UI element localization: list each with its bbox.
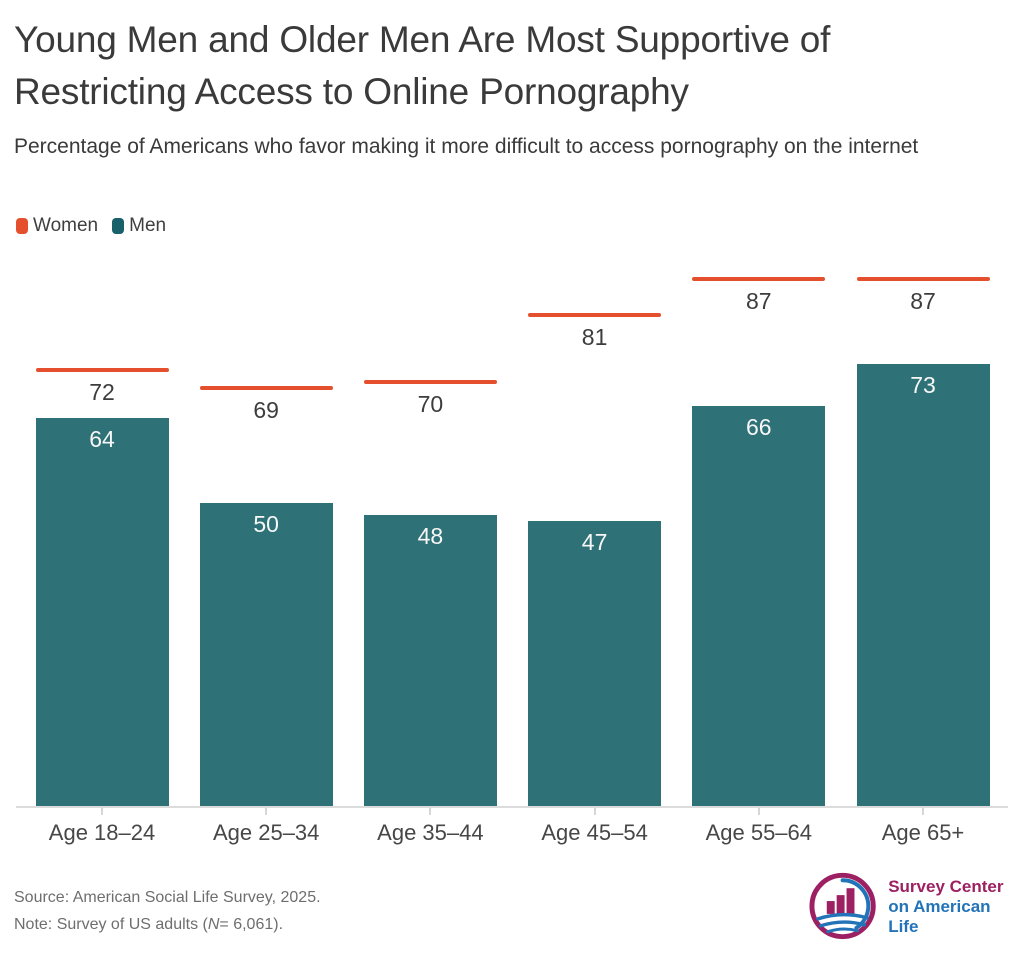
men-value-label: 50 bbox=[253, 511, 279, 537]
men-bar bbox=[692, 406, 826, 806]
women-value-label: 87 bbox=[746, 288, 772, 314]
logo-line1: Survey Center bbox=[888, 877, 1004, 896]
x-axis-label: Age 55–64 bbox=[705, 820, 813, 845]
x-axis-tick bbox=[429, 808, 432, 815]
legend-label-women: Women bbox=[33, 215, 99, 236]
logo: Survey Center on American Life bbox=[806, 869, 1024, 943]
note-text: Note: Survey of US adults (N= 6,061). bbox=[14, 916, 284, 933]
logo-line2: on American Life bbox=[888, 897, 991, 936]
men-bar bbox=[856, 364, 990, 806]
women-range-line bbox=[856, 277, 990, 281]
legend-item-men: Men bbox=[112, 215, 166, 237]
men-bar bbox=[528, 521, 662, 806]
women-value-label: 70 bbox=[417, 391, 444, 417]
chart-subtitle: Percentage of Americans who favor making… bbox=[14, 135, 919, 158]
x-axis-label: Age 18–24 bbox=[48, 820, 156, 845]
x-axis-line bbox=[16, 806, 1008, 808]
men-swatch-icon bbox=[112, 218, 125, 234]
women-value-label: 87 bbox=[910, 288, 936, 314]
x-axis-label: Age 45–54 bbox=[541, 820, 648, 845]
women-range-line bbox=[363, 380, 497, 384]
women-value-label: 69 bbox=[253, 397, 279, 423]
footer: Source: American Social Life Survey, 202… bbox=[14, 884, 321, 938]
women-value-label: 81 bbox=[581, 324, 608, 350]
women-range-line bbox=[35, 368, 169, 372]
x-axis-tick bbox=[757, 808, 760, 815]
chart-title: Young Men and Older Men Are Most Support… bbox=[14, 19, 831, 112]
x-axis-tick bbox=[265, 808, 268, 815]
logo-text: Survey Center on American Life bbox=[888, 877, 1024, 937]
x-axis-tick bbox=[593, 808, 596, 815]
x-axis-label: Age 25–34 bbox=[212, 820, 320, 845]
women-range-line bbox=[199, 386, 333, 390]
men-value-label: 47 bbox=[581, 529, 608, 555]
survey-center-logo-icon bbox=[809, 872, 876, 940]
men-value-label: 73 bbox=[910, 372, 936, 398]
women-range-line bbox=[528, 313, 662, 317]
x-axis-label: Age 65+ bbox=[881, 820, 965, 845]
men-bar bbox=[363, 515, 497, 806]
x-axis-tick bbox=[922, 808, 924, 815]
plot-area: 64 72 Age 18–24 50 69 Age 25–34 48 70 Age 35–44 4… bbox=[0, 200, 1024, 880]
women-value-label: 72 bbox=[89, 379, 115, 405]
legend: Women Men bbox=[16, 215, 166, 237]
x-axis-tick bbox=[101, 808, 103, 815]
men-bar bbox=[35, 418, 169, 806]
men-value-label: 48 bbox=[417, 523, 444, 549]
men-value-label: 66 bbox=[746, 414, 772, 440]
legend-item-women: Women bbox=[16, 215, 98, 237]
source-text: Source: American Social Life Survey, 202… bbox=[14, 889, 321, 906]
women-range-line bbox=[692, 277, 826, 281]
women-swatch-icon bbox=[16, 218, 28, 234]
legend-label-men: Men bbox=[129, 215, 167, 236]
men-bar bbox=[199, 503, 333, 806]
men-value-label: 64 bbox=[89, 426, 115, 452]
x-axis-label: Age 35–44 bbox=[377, 820, 484, 845]
